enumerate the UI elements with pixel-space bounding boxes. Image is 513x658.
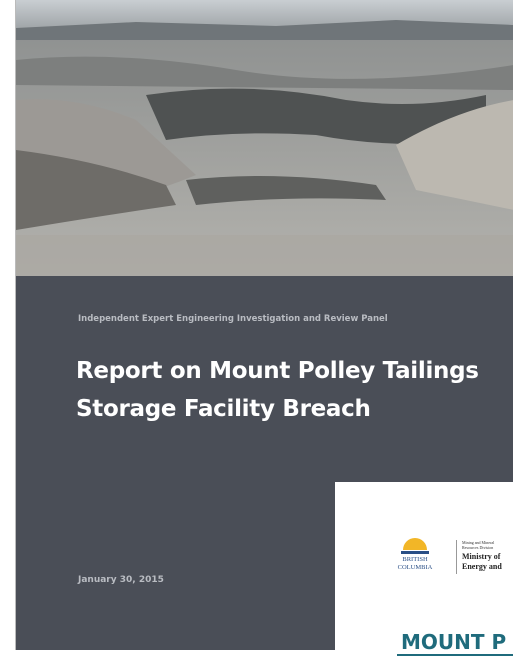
ministry-box: BRITISH COLUMBIA Mining and Mineral Reso… [335, 482, 513, 658]
bc-wordmark: COLUMBIA [390, 564, 440, 571]
bc-logo [401, 536, 429, 554]
report-title: Storage Facility Breach [76, 396, 371, 422]
panel-name: Independent Expert Engineering Investiga… [78, 314, 388, 324]
ministry-name: Energy and [462, 562, 502, 571]
report-title: Report on Mount Polley Tailings [76, 358, 479, 384]
division-name: Resources Division [462, 545, 493, 550]
cover-photo [16, 0, 513, 276]
bc-wordmark: BRITISH [390, 556, 440, 563]
ministry-name: Ministry of [462, 552, 500, 561]
heading-rule [397, 654, 513, 656]
mine-heading: MOUNT P [401, 630, 506, 654]
page: Independent Expert Engineering Investiga… [0, 0, 513, 658]
report-date: January 30, 2015 [78, 575, 164, 585]
divider [456, 540, 457, 574]
